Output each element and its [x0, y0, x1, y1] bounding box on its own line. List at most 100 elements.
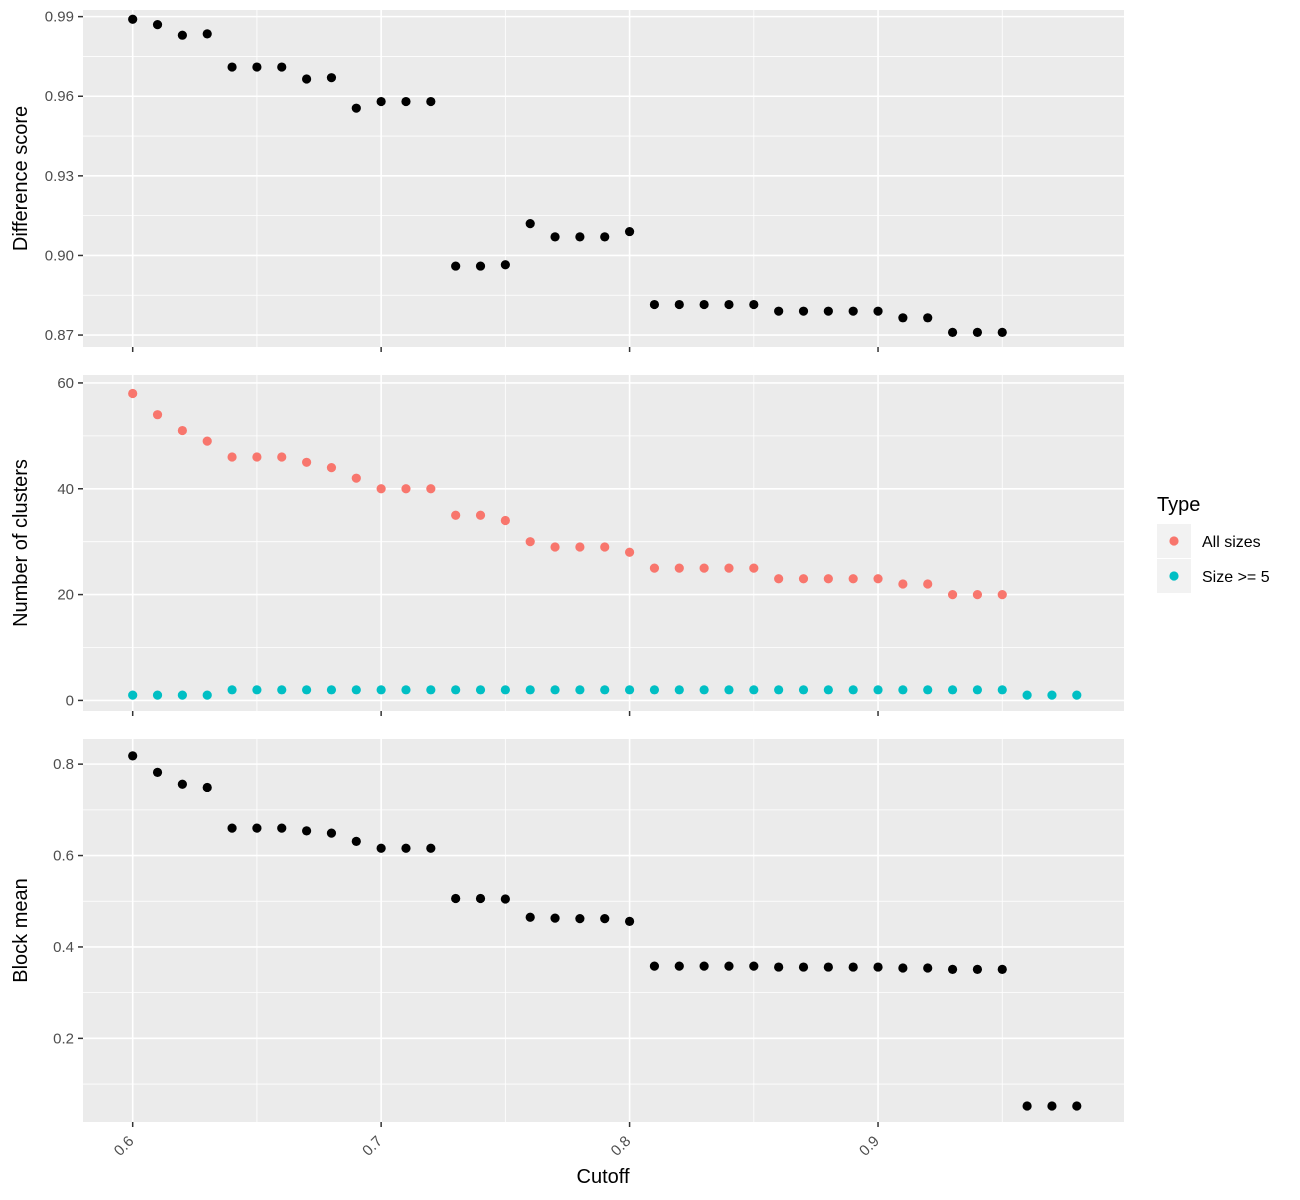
data-point — [898, 313, 908, 323]
data-point — [600, 542, 610, 552]
data-point — [451, 893, 461, 904]
data-point — [326, 462, 337, 473]
panel-3: 0.2 0.4 0.6 0.8 0.6 0.7 0.8 0.9 Block mean — [10, 739, 1124, 1160]
legend-entries: All sizes Size >= 5 — [1157, 524, 1270, 593]
data-point — [624, 226, 635, 237]
data-point — [575, 685, 585, 695]
y-tick-label: 20 — [57, 587, 74, 604]
legend-title: Type — [1157, 494, 1200, 516]
data-point — [202, 690, 212, 700]
data-point — [724, 299, 734, 310]
data-point — [674, 685, 684, 695]
data-point — [202, 29, 212, 39]
data-point — [128, 388, 138, 399]
data-point — [152, 690, 163, 700]
data-point — [923, 963, 933, 973]
data-point — [724, 563, 734, 573]
data-point — [873, 306, 883, 316]
data-point — [1047, 690, 1057, 700]
data-point — [550, 232, 560, 242]
data-point — [1022, 1101, 1032, 1111]
data-point — [376, 96, 386, 107]
data-point — [302, 826, 312, 836]
data-point — [923, 579, 933, 589]
data-point — [525, 912, 535, 922]
y-tick-label: 0.90 — [45, 247, 74, 264]
data-point — [997, 964, 1007, 974]
data-point — [848, 306, 858, 316]
data-point — [923, 685, 933, 695]
data-point — [749, 299, 759, 310]
legend-marker — [1169, 571, 1179, 581]
data-point — [749, 563, 759, 573]
data-point — [674, 563, 684, 573]
data-point — [351, 685, 361, 695]
y-axis-title: Block mean — [10, 878, 32, 983]
panels-layer: 0.87 0.90 0.93 0.96 0.99 Difference score 0 20 4… — [10, 9, 1124, 1160]
data-point — [649, 563, 660, 573]
data-point — [302, 685, 312, 695]
data-point — [177, 779, 187, 789]
data-point — [451, 261, 461, 271]
y-tick-label: 40 — [57, 481, 74, 498]
data-point — [252, 62, 262, 72]
data-point — [326, 685, 337, 695]
data-point — [401, 96, 411, 107]
data-point — [1072, 1101, 1082, 1111]
data-point — [500, 260, 510, 270]
data-point — [649, 685, 660, 695]
data-point — [898, 963, 908, 973]
data-point — [401, 685, 411, 695]
data-point — [997, 589, 1007, 600]
series-2 — [128, 685, 1082, 700]
data-point — [724, 961, 734, 971]
data-point — [252, 823, 262, 833]
data-point — [823, 962, 833, 972]
data-point — [774, 574, 784, 584]
y-axis-title: Difference score — [10, 106, 32, 251]
data-point — [1022, 690, 1032, 700]
data-point — [848, 685, 858, 695]
data-point — [351, 103, 361, 113]
data-point — [947, 685, 958, 695]
data-point — [525, 685, 535, 695]
y-tick-label: 0.4 — [53, 939, 74, 956]
data-point — [550, 685, 560, 695]
data-point — [898, 579, 908, 589]
x-axis-title: Cutoff — [577, 1166, 630, 1188]
data-point — [823, 685, 833, 695]
panel-1: 0.87 0.90 0.93 0.96 0.99 Difference score — [10, 9, 1124, 352]
y-tick-label: 0.6 — [53, 848, 74, 865]
data-point — [426, 96, 436, 107]
data-point — [873, 574, 883, 584]
y-tick-label: 0.99 — [45, 9, 74, 26]
data-point — [972, 685, 983, 695]
data-point — [699, 563, 709, 573]
data-point — [277, 685, 287, 695]
panel-background — [83, 10, 1124, 347]
data-point — [326, 828, 337, 838]
y-tick-label: 60 — [57, 375, 74, 392]
data-point — [426, 484, 436, 494]
data-point — [624, 685, 635, 695]
data-point — [798, 574, 809, 584]
data-point — [575, 232, 585, 242]
data-point — [749, 685, 759, 695]
data-point — [724, 685, 734, 695]
data-point — [152, 19, 163, 30]
y-tick-label: 0 — [66, 692, 74, 709]
data-point — [475, 685, 486, 695]
data-point — [177, 425, 187, 436]
series-1 — [128, 388, 1007, 600]
data-point — [997, 685, 1007, 695]
data-point — [699, 299, 709, 310]
data-point — [401, 843, 411, 853]
legend-marker — [1169, 536, 1179, 546]
data-point — [401, 484, 411, 494]
data-point — [972, 327, 983, 338]
data-point — [177, 30, 187, 40]
data-point — [500, 515, 510, 526]
panel-background — [83, 739, 1124, 1122]
data-point — [227, 62, 237, 72]
data-point — [376, 685, 386, 695]
